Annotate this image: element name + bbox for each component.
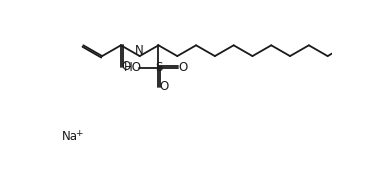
Text: S: S: [155, 61, 162, 74]
Text: +: +: [75, 129, 82, 138]
Text: HO: HO: [123, 61, 141, 74]
Text: Na: Na: [62, 130, 77, 143]
Text: O: O: [159, 80, 169, 93]
Text: N: N: [135, 44, 144, 57]
Text: O: O: [178, 61, 188, 74]
Text: O: O: [122, 60, 131, 73]
